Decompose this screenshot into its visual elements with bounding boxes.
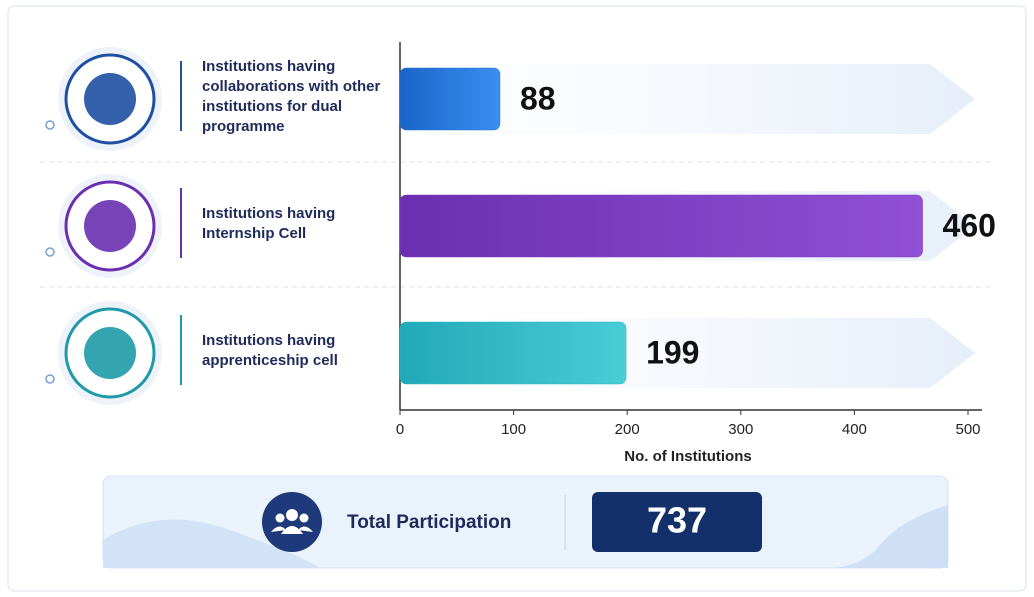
x-tick-label: 0 (396, 421, 404, 438)
value-label: 460 (943, 207, 996, 243)
x-tick-label: 300 (728, 421, 753, 438)
icon-dot (45, 247, 55, 257)
category-label: Institutions having Internship Cell (202, 205, 336, 242)
plot: 0 100 200 300 400 500 No. of Institutions 88 460… (396, 42, 996, 465)
bar (399, 194, 923, 258)
x-tick-label: 200 (615, 421, 640, 438)
icon-part (299, 513, 309, 523)
icon-core (84, 73, 136, 125)
value-label: 88 (520, 80, 556, 116)
card (7, 5, 1027, 592)
icon-dot (45, 374, 55, 384)
total-icon (262, 492, 322, 552)
total-box (592, 492, 762, 552)
bar (399, 67, 501, 131)
x-tick-label: 500 (955, 421, 980, 438)
chevron (400, 64, 975, 134)
category-label: Institutions having apprenticeship cell (202, 332, 338, 369)
total-value: 737 (647, 500, 707, 541)
total-label: Total Participation (347, 512, 511, 533)
x-tick-label: 400 (842, 421, 867, 438)
icon-part (275, 513, 285, 523)
wave (103, 519, 320, 568)
icon-part (286, 509, 298, 521)
icon-dot (45, 120, 55, 130)
category-label: Institutions having collaborations with … (202, 58, 381, 135)
x-tick-label: 100 (501, 421, 526, 438)
icon-part (271, 526, 313, 534)
bar (399, 321, 627, 385)
icon-core (84, 200, 136, 252)
wave (820, 505, 948, 569)
value-label: 199 (646, 334, 699, 370)
x-axis-label: No. of Institutions (624, 448, 751, 465)
icon-core (84, 327, 136, 379)
